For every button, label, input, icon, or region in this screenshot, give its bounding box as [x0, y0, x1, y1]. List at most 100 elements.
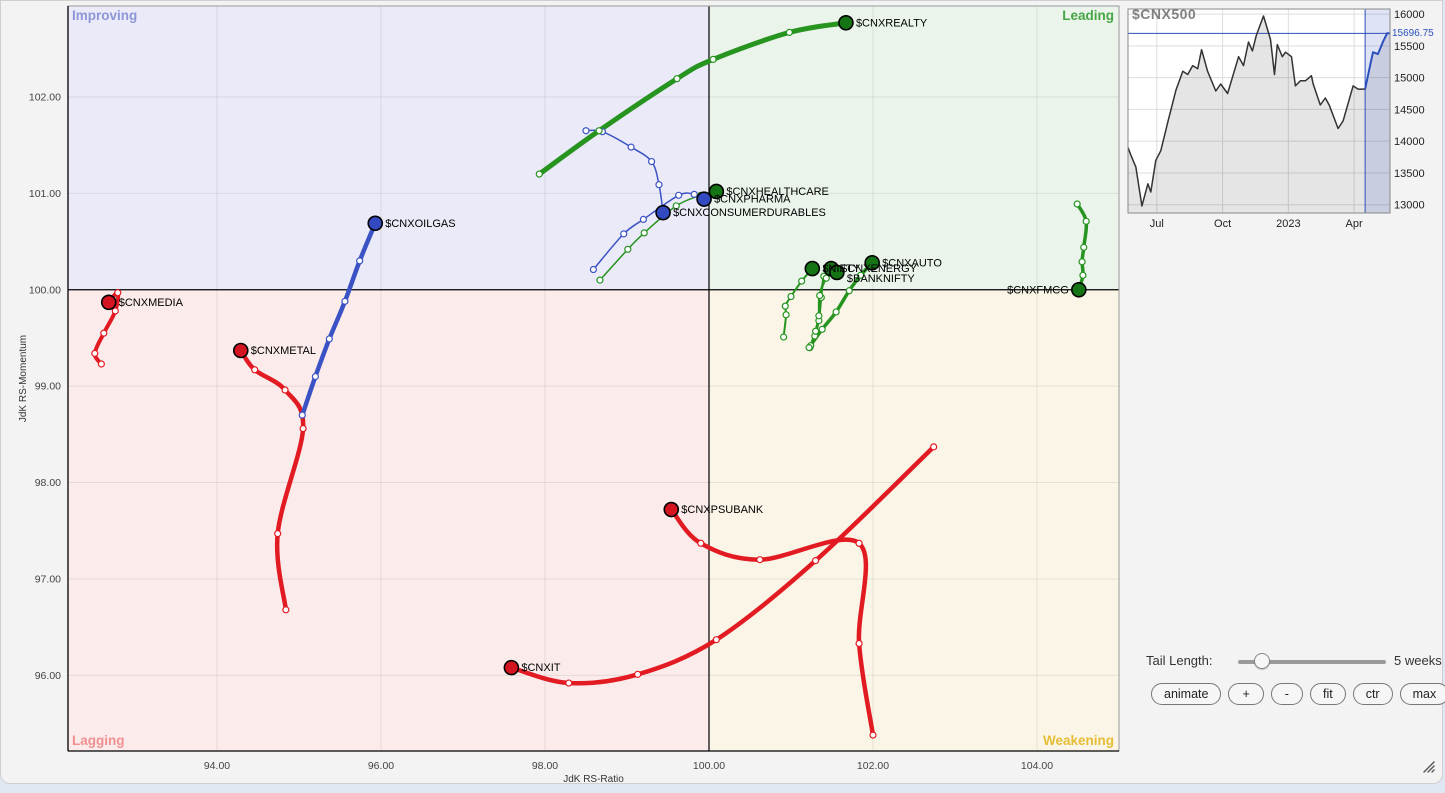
tail-node [325, 335, 333, 343]
tail-node [1073, 200, 1081, 208]
y-axis-title: JdK RS-Momentum [18, 335, 29, 422]
benchmark-chart-svg[interactable]: 16000 15500 15000 14500 14000 13500 13000 Jul Oc… [1126, 1, 1444, 241]
resize-grip-icon[interactable] [1418, 756, 1436, 774]
mini-area [1128, 16, 1390, 213]
tail-node [634, 670, 642, 678]
tail-length-value: 5 weeks [1394, 653, 1442, 668]
tail-node [535, 170, 543, 178]
symbol-dot-$CNXAUTO[interactable] [864, 254, 880, 271]
symbol-label-$BANKNIFTY[interactable]: $BANKNIFTY [847, 273, 916, 285]
tail-length-label: Tail Length: [1146, 653, 1213, 668]
symbol-label-$CNXREALTY[interactable]: $CNXREALTY [856, 17, 928, 29]
tail-node [675, 191, 683, 199]
symbol-label-$CNXMETAL[interactable]: $CNXMETAL [251, 345, 316, 357]
benchmark-last-value: 15696.75 [1392, 28, 1434, 39]
tail-node [582, 127, 590, 135]
series-labels: $CNXMEDIA $CNXMETAL $CNXOILGAS $CNXIT $CNXPS… [119, 17, 1069, 674]
tail-node [589, 265, 597, 274]
tail-node [712, 636, 720, 644]
symbol-dot-$CNXMETAL[interactable] [232, 342, 249, 359]
tail-node [818, 325, 826, 333]
symbol-dot-$BANKNIFTY[interactable] [829, 264, 845, 281]
rrg-grid [68, 6, 1119, 751]
symbol-label-$CNXHEALTHCARE[interactable]: $CNXHEALTHCARE [726, 186, 829, 198]
symbol-dot-$NIFTY[interactable] [804, 260, 821, 277]
symbol-label-$CNXIT[interactable]: $CNXIT [521, 662, 560, 674]
symbol-dot-$CNXIT[interactable] [503, 659, 520, 676]
symbol-label-$CNXAUTO[interactable]: $CNXAUTO [882, 257, 942, 269]
symbol-dot-$CNXHEALTHCARE[interactable] [708, 183, 725, 200]
zoom-in-button[interactable]: + [1228, 683, 1264, 705]
symbol-label-$CNXMEDIA[interactable]: $CNXMEDIA [119, 297, 184, 309]
rrg-chart-svg[interactable]: Improving Leading Lagging Weakening 94.00 96.… [1, 1, 1126, 785]
svg-text:14500: 14500 [1394, 104, 1425, 116]
svg-text:100.00: 100.00 [29, 284, 61, 296]
tail-node [1080, 243, 1088, 251]
tail-node [1082, 217, 1090, 225]
tail-length-slider[interactable] [1238, 653, 1386, 669]
symbol-dot-$CNXPHARMA[interactable] [696, 191, 712, 207]
tail-node [91, 349, 99, 357]
tail-node [1079, 271, 1087, 279]
mini-line-highlight [1364, 32, 1390, 90]
symbol-dot-$CNXPSUBANK[interactable] [663, 501, 680, 518]
tail-node [855, 539, 863, 547]
symbol-label-$CNXPHARMA[interactable]: $CNXPHARMA [714, 194, 791, 206]
rrg-chart-panel: Improving Leading Lagging Weakening 94.00 96.… [1, 1, 1126, 785]
symbol-label-$CNXOILGAS[interactable]: $CNXOILGAS [385, 218, 455, 230]
symbol-dot-$CNXMEDIA[interactable] [100, 294, 117, 311]
tail-node [816, 291, 824, 300]
leading-label: Leading [1062, 8, 1114, 23]
symbol-label-$CNXFMCG[interactable]: $CNXFMCG [1007, 284, 1069, 296]
svg-text:13000: 13000 [1394, 200, 1425, 212]
tail-node [857, 271, 865, 279]
svg-text:101.00: 101.00 [29, 188, 61, 200]
animate-button[interactable]: animate [1151, 683, 1222, 705]
symbol-dot-$CNXFMCG[interactable] [1071, 281, 1087, 298]
tail-node [822, 274, 830, 282]
symbol-dot-$CNXCONSUMERDURABLES[interactable] [655, 204, 671, 221]
mini-line [1127, 15, 1366, 207]
symbol-label-$CNXCONSUMERDURABLES[interactable]: $CNXCONSUMERDURABLES [673, 207, 826, 219]
tail-node [781, 302, 789, 310]
svg-text:98.00: 98.00 [35, 477, 61, 489]
tail-node [930, 443, 938, 451]
svg-text:96.00: 96.00 [368, 760, 394, 772]
tail-length-slider-thumb[interactable] [1254, 653, 1271, 669]
tail-node [787, 292, 795, 301]
svg-text:2023: 2023 [1276, 218, 1300, 230]
center-button[interactable]: ctr [1352, 683, 1393, 705]
symbol-label-$CNXENERGY[interactable]: $CNXENERGY [841, 263, 917, 275]
rrg-controls: Tail Length: 5 weeks animate + - fit ctr… [1126, 641, 1445, 721]
tail-node [624, 245, 632, 253]
tail-node [811, 327, 820, 335]
svg-text:96.00: 96.00 [35, 670, 61, 682]
svg-text:100.00: 100.00 [693, 760, 725, 772]
tail-node [815, 312, 823, 320]
tail-node [640, 229, 648, 237]
mini-y-ticks: 16000 15500 15000 14500 14000 13500 13000 [1394, 9, 1425, 212]
benchmark-panel: 16000 15500 15000 14500 14000 13500 13000 Jul Oc… [1126, 1, 1444, 241]
symbol-dot-$CNXREALTY[interactable] [838, 14, 854, 31]
svg-text:94.00: 94.00 [204, 760, 230, 772]
tail-node [251, 366, 259, 374]
tail-node [311, 372, 319, 381]
symbol-label-$NIFTY[interactable]: $NIFTY [822, 263, 861, 275]
tail-node [832, 308, 840, 316]
symbol-dot-$CNXOILGAS[interactable] [367, 215, 384, 232]
tail-node [620, 230, 628, 238]
tail-node [356, 257, 364, 265]
zoom-out-button[interactable]: - [1270, 683, 1303, 705]
fit-button[interactable]: fit [1309, 683, 1346, 705]
tail-node [785, 28, 793, 37]
tail-node [274, 530, 282, 538]
tail-node [709, 55, 717, 64]
svg-text:15000: 15000 [1394, 73, 1425, 85]
tail-node [639, 215, 647, 224]
max-button[interactable]: max [1399, 683, 1445, 705]
axis-ticks: 94.00 96.00 98.00 100.00 102.00 104.00 96.00 97… [29, 91, 1053, 772]
tail-node [100, 329, 108, 337]
mini-highlight-band [1365, 9, 1390, 213]
symbol-label-$CNXPSUBANK[interactable]: $CNXPSUBANK [681, 504, 764, 516]
tail-node [281, 386, 289, 394]
